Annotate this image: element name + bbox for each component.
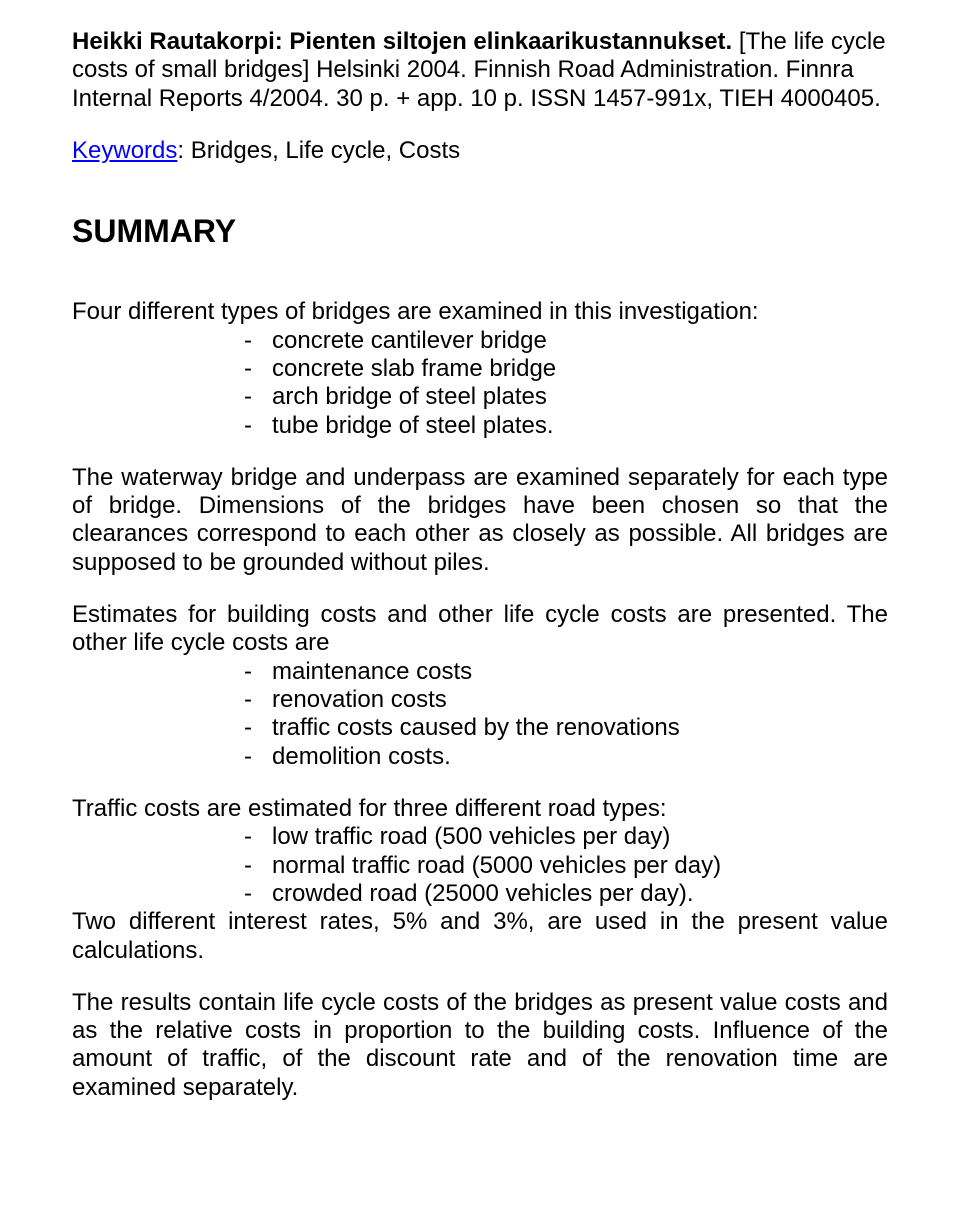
list-item: maintenance costs bbox=[72, 658, 888, 686]
intro-block: Four different types of bridges are exam… bbox=[72, 298, 888, 440]
traffic-list: low traffic road (500 vehicles per day) … bbox=[72, 823, 888, 908]
traffic-block: Traffic costs are estimated for three di… bbox=[72, 795, 888, 965]
list-item: concrete cantilever bridge bbox=[72, 327, 888, 355]
intro-list: concrete cantilever bridge concrete slab… bbox=[72, 327, 888, 440]
intro-lead: Four different types of bridges are exam… bbox=[72, 298, 888, 326]
list-item: normal traffic road (5000 vehicles per d… bbox=[72, 852, 888, 880]
list-item: renovation costs bbox=[72, 686, 888, 714]
estimates-lead: Estimates for building costs and other l… bbox=[72, 601, 888, 658]
list-item: tube bridge of steel plates. bbox=[72, 412, 888, 440]
paragraph-results: The results contain life cycle costs of … bbox=[72, 989, 888, 1102]
citation-title: Heikki Rautakorpi: Pienten siltojen elin… bbox=[72, 28, 732, 55]
list-item: low traffic road (500 vehicles per day) bbox=[72, 823, 888, 851]
summary-heading: SUMMARY bbox=[72, 213, 888, 250]
paragraph-waterway: The waterway bridge and underpass are ex… bbox=[72, 464, 888, 577]
list-item: traffic costs caused by the renovations bbox=[72, 714, 888, 742]
estimates-block: Estimates for building costs and other l… bbox=[72, 601, 888, 771]
list-item: arch bridge of steel plates bbox=[72, 383, 888, 411]
list-item: demolition costs. bbox=[72, 743, 888, 771]
traffic-tail: Two different interest rates, 5% and 3%,… bbox=[72, 908, 888, 965]
document-page: Heikki Rautakorpi: Pienten siltojen elin… bbox=[0, 0, 960, 1166]
keywords-line: Keywords: Bridges, Life cycle, Costs bbox=[72, 137, 888, 165]
citation-block: Heikki Rautakorpi: Pienten siltojen elin… bbox=[72, 28, 888, 113]
keywords-value: : Bridges, Life cycle, Costs bbox=[177, 137, 460, 164]
list-item: crowded road (25000 vehicles per day). bbox=[72, 880, 888, 908]
list-item: concrete slab frame bridge bbox=[72, 355, 888, 383]
estimates-list: maintenance costs renovation costs traff… bbox=[72, 658, 888, 771]
traffic-lead: Traffic costs are estimated for three di… bbox=[72, 795, 888, 823]
keywords-label: Keywords bbox=[72, 137, 177, 164]
